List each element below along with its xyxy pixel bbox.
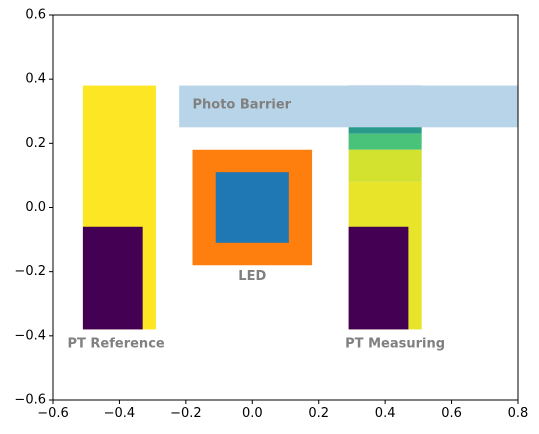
annotations-layer: Photo Barrier LED PT Reference PT Measuring xyxy=(67,97,445,351)
x-tick-label: −0.4 xyxy=(104,406,136,421)
x-tick-label: 0.6 xyxy=(441,406,462,421)
y-tick-label: 0.0 xyxy=(25,200,46,215)
x-tick-label: −0.2 xyxy=(170,406,202,421)
photo-barrier-label: Photo Barrier xyxy=(193,97,292,112)
pt-measuring-band-4 xyxy=(348,133,422,150)
y-tick-label: −0.6 xyxy=(14,393,46,408)
led-label: LED xyxy=(238,269,266,284)
pt-measuring-label: PT Measuring xyxy=(345,336,445,351)
pt-measuring-band-5 xyxy=(348,149,422,182)
x-tick-label: −0.6 xyxy=(37,406,69,421)
y-tick-label: 0.4 xyxy=(25,72,46,87)
x-tick-label: 0.4 xyxy=(375,406,396,421)
ticks-layer: −0.6 −0.4 −0.2 0.0 0.2 0.4 0.6 0.8 −0.6 −0.4 −0.2 0… xyxy=(14,8,528,422)
x-tick-label: 0.0 xyxy=(242,406,263,421)
pt-measuring-band-3 xyxy=(348,124,422,134)
y-tick-label: −0.4 xyxy=(14,328,46,343)
x-tick-label: 0.2 xyxy=(308,406,329,421)
pt-measuring-block xyxy=(348,226,409,330)
y-tick-label: 0.6 xyxy=(25,8,46,23)
shapes-layer xyxy=(82,85,518,330)
pt-reference-label: PT Reference xyxy=(67,336,164,351)
led-inner xyxy=(215,172,289,243)
pt-reference-block xyxy=(82,226,143,330)
y-tick-label: −0.2 xyxy=(14,264,46,279)
y-tick-label: 0.2 xyxy=(25,136,46,151)
x-tick-label: 0.8 xyxy=(508,406,529,421)
photo-barrier xyxy=(179,85,518,128)
